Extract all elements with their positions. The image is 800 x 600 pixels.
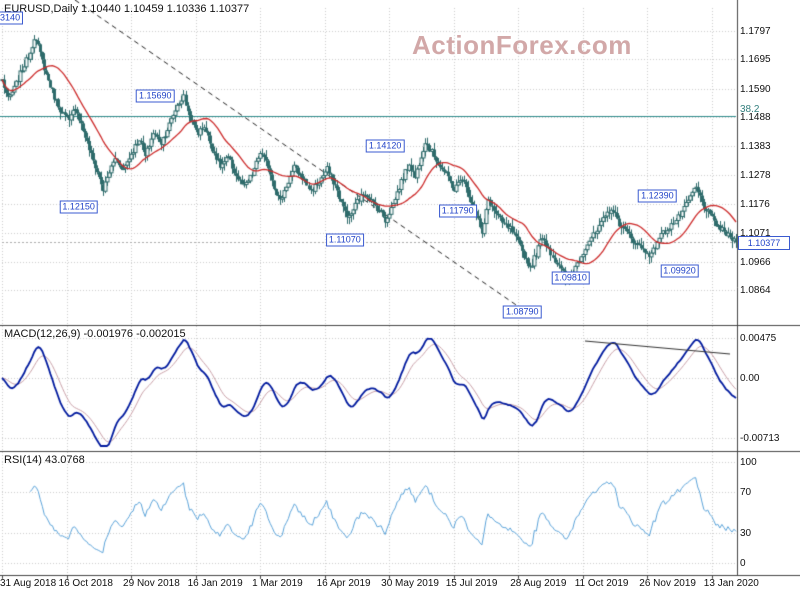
price-annotation: 1.12150: [59, 200, 98, 214]
rsi-header: RSI(14) 43.0768: [4, 454, 85, 466]
fib-level-label: 38.2: [740, 104, 760, 116]
price-annotation: 1.09810: [551, 271, 590, 285]
y-axis-label: 1.1383: [740, 141, 771, 153]
x-axis-label: 1 Mar 2019: [252, 578, 303, 589]
price-annotation: 1.11070: [325, 233, 364, 247]
price-annotation: 1.09920: [660, 264, 699, 278]
x-axis-label: 16 Apr 2019: [316, 578, 371, 589]
rsi-axis-label: 0: [740, 558, 746, 569]
current-price-tag: 1.10377: [738, 236, 790, 251]
y-axis-label: 1.1176: [740, 198, 770, 210]
macd-axis-label: 0.00475: [740, 333, 777, 344]
ohlc-values: 1.10440 1.10459 1.10336 1.10377: [81, 3, 250, 15]
rsi-axis-label: 30: [740, 527, 752, 539]
x-axis-label: 29 Nov 2018: [123, 578, 180, 589]
y-axis-label: 1.1278: [740, 170, 771, 182]
y-axis-label: 1.1797: [740, 26, 771, 38]
x-axis-label: 26 Nov 2019: [639, 578, 696, 589]
price-annotation: 1.11790: [438, 204, 477, 218]
x-axis-label: 16 Oct 2018: [58, 578, 113, 589]
macd-axis-label: -0.00713: [740, 433, 780, 445]
price-annotation: 1.14120: [365, 139, 405, 153]
rsi-axis-label: 70: [740, 487, 752, 499]
rsi-values: 43.0768: [44, 454, 85, 466]
x-axis-label: 28 Aug 2019: [510, 578, 567, 589]
x-axis-label: 30 May 2019: [381, 578, 439, 589]
macd-axis-label: 0.00: [740, 373, 760, 384]
rsi-axis-label: 100: [740, 457, 757, 468]
chart-title: EURUSD,Daily 1.10440 1.10459 1.10336 1.1…: [4, 3, 249, 15]
x-axis-label: 15 Jul 2019: [445, 578, 498, 589]
macd-values: -0.001976 -0.002015: [83, 328, 186, 340]
y-axis-label: 1.1488: [740, 111, 771, 123]
rsi-label: RSI(14): [4, 454, 42, 466]
y-axis-label: 1.1590: [740, 83, 771, 95]
macd-header: MACD(12,26,9) -0.001976 -0.002015: [4, 328, 186, 340]
y-axis-label: 1.1695: [740, 54, 771, 66]
x-axis-label: 16 Jan 2019: [187, 578, 243, 589]
watermark: ActionForex.com: [412, 30, 632, 60]
price-annotation: 3140: [0, 11, 24, 25]
price-annotation: 1.15690: [135, 89, 175, 103]
x-axis-label: 31 Aug 2018: [0, 578, 57, 589]
macd-label: MACD(12,26,9): [4, 328, 81, 340]
x-axis-label: 11 Oct 2019: [574, 578, 629, 589]
y-axis-label: 1.0864: [740, 285, 771, 297]
x-axis-label: 13 Jan 2020: [703, 578, 759, 589]
price-annotation: 1.12390: [638, 189, 677, 203]
y-axis-label: 1.1071: [740, 227, 771, 239]
y-axis-label: 1.0966: [740, 256, 771, 268]
price-annotation: 1.08790: [502, 305, 542, 319]
